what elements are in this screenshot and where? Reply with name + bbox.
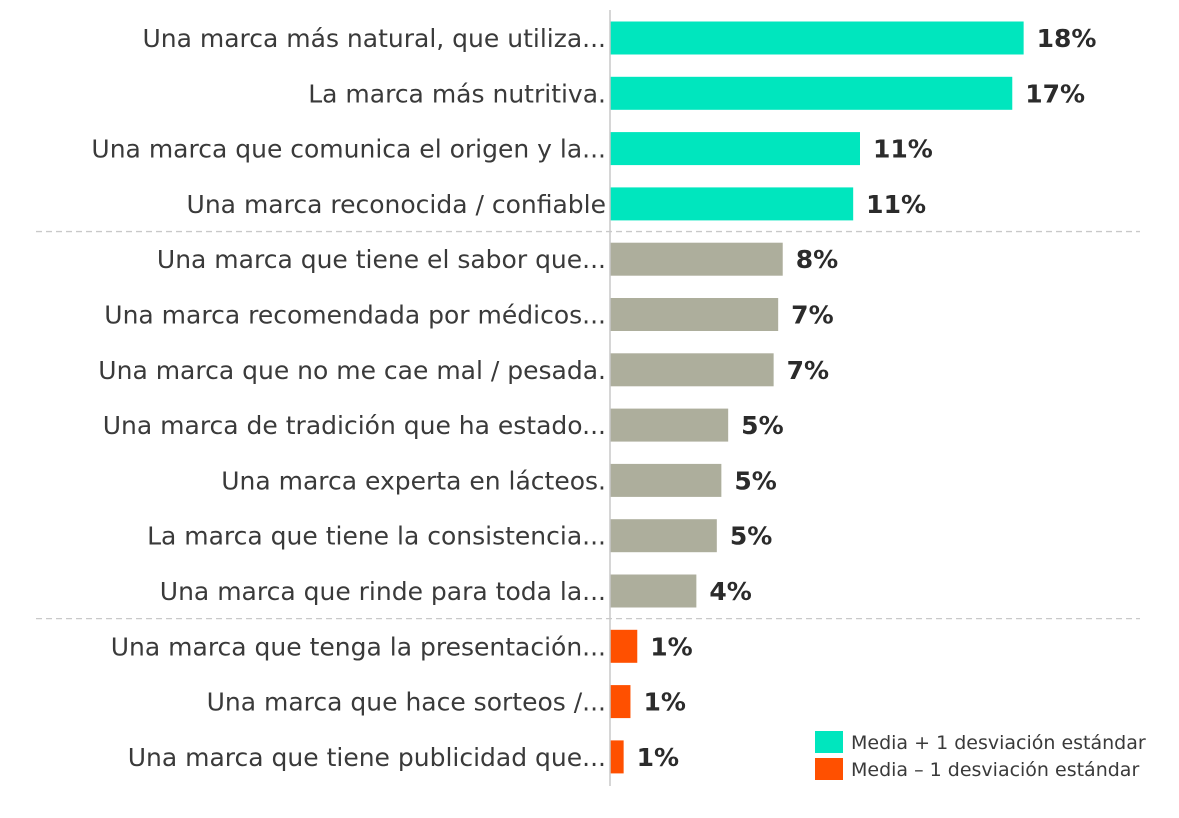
value-label-2: 11%	[873, 135, 933, 164]
bar-2	[610, 132, 860, 166]
value-label-4: 8%	[796, 245, 838, 274]
legend-label-high: Media + 1 desviación estándar	[851, 732, 1146, 754]
value-label-7: 5%	[741, 411, 783, 440]
value-label-3: 11%	[866, 190, 926, 219]
value-label-10: 4%	[709, 577, 751, 606]
category-label-2: Una marca que comunica el origen y la...	[91, 135, 606, 164]
legend-swatch-high	[815, 731, 843, 753]
category-label-0: Una marca más natural, que utiliza...	[142, 24, 606, 53]
bar-3	[610, 187, 854, 221]
group-separators	[36, 230, 1140, 620]
legend: Media + 1 desviación estándar Media – 1 …	[815, 731, 1146, 781]
value-label-0: 18%	[1037, 24, 1097, 53]
bar-13	[610, 740, 624, 774]
category-label-10: Una marca que rinde para toda la...	[160, 577, 606, 606]
value-label-6: 7%	[787, 356, 829, 385]
bar-9	[610, 519, 717, 553]
value-label-8: 5%	[734, 466, 776, 495]
value-label-5: 7%	[791, 301, 833, 330]
category-labels: Una marca más natural, que utiliza... La …	[91, 24, 606, 772]
category-label-5: Una marca recomendada por médicos...	[104, 301, 606, 330]
value-label-13: 1%	[637, 743, 679, 772]
legend-label-low: Media – 1 desviación estándar	[851, 759, 1139, 781]
value-labels: 18%17%11%11%8%7%7%5%5%5%4%1%1%1%	[637, 24, 1097, 772]
bar-0	[610, 21, 1024, 55]
category-label-4: Una marca que tiene el sabor que...	[157, 245, 606, 274]
category-label-3: Una marca reconocida / confiable	[187, 190, 606, 219]
bar-12	[610, 685, 631, 719]
category-label-11: Una marca que tenga la presentación...	[111, 632, 606, 661]
category-label-12: Una marca que hace sorteos /...	[207, 688, 606, 717]
category-label-6: Una marca que no me cae mal / pesada.	[98, 356, 606, 385]
category-label-1: La marca más nutritiva.	[308, 79, 606, 108]
legend-swatch-low	[815, 758, 843, 780]
bar-10	[610, 574, 697, 608]
value-label-1: 17%	[1025, 79, 1085, 108]
bar-7	[610, 408, 729, 442]
bar-4	[610, 242, 783, 276]
category-label-9: La marca que tiene la consistencia...	[147, 522, 606, 551]
bar-11	[610, 629, 638, 663]
bar-6	[610, 353, 774, 387]
value-label-11: 1%	[650, 632, 692, 661]
category-label-8: Una marca experta en lácteos.	[221, 466, 606, 495]
value-label-12: 1%	[643, 688, 685, 717]
bar-1	[610, 76, 1013, 110]
category-label-13: Una marca que tiene publicidad que...	[128, 743, 606, 772]
bar-5	[610, 298, 779, 331]
category-label-7: Una marca de tradición que ha estado...	[103, 411, 606, 440]
bars	[610, 21, 1024, 774]
bar-8	[610, 463, 722, 497]
value-label-9: 5%	[730, 522, 772, 551]
